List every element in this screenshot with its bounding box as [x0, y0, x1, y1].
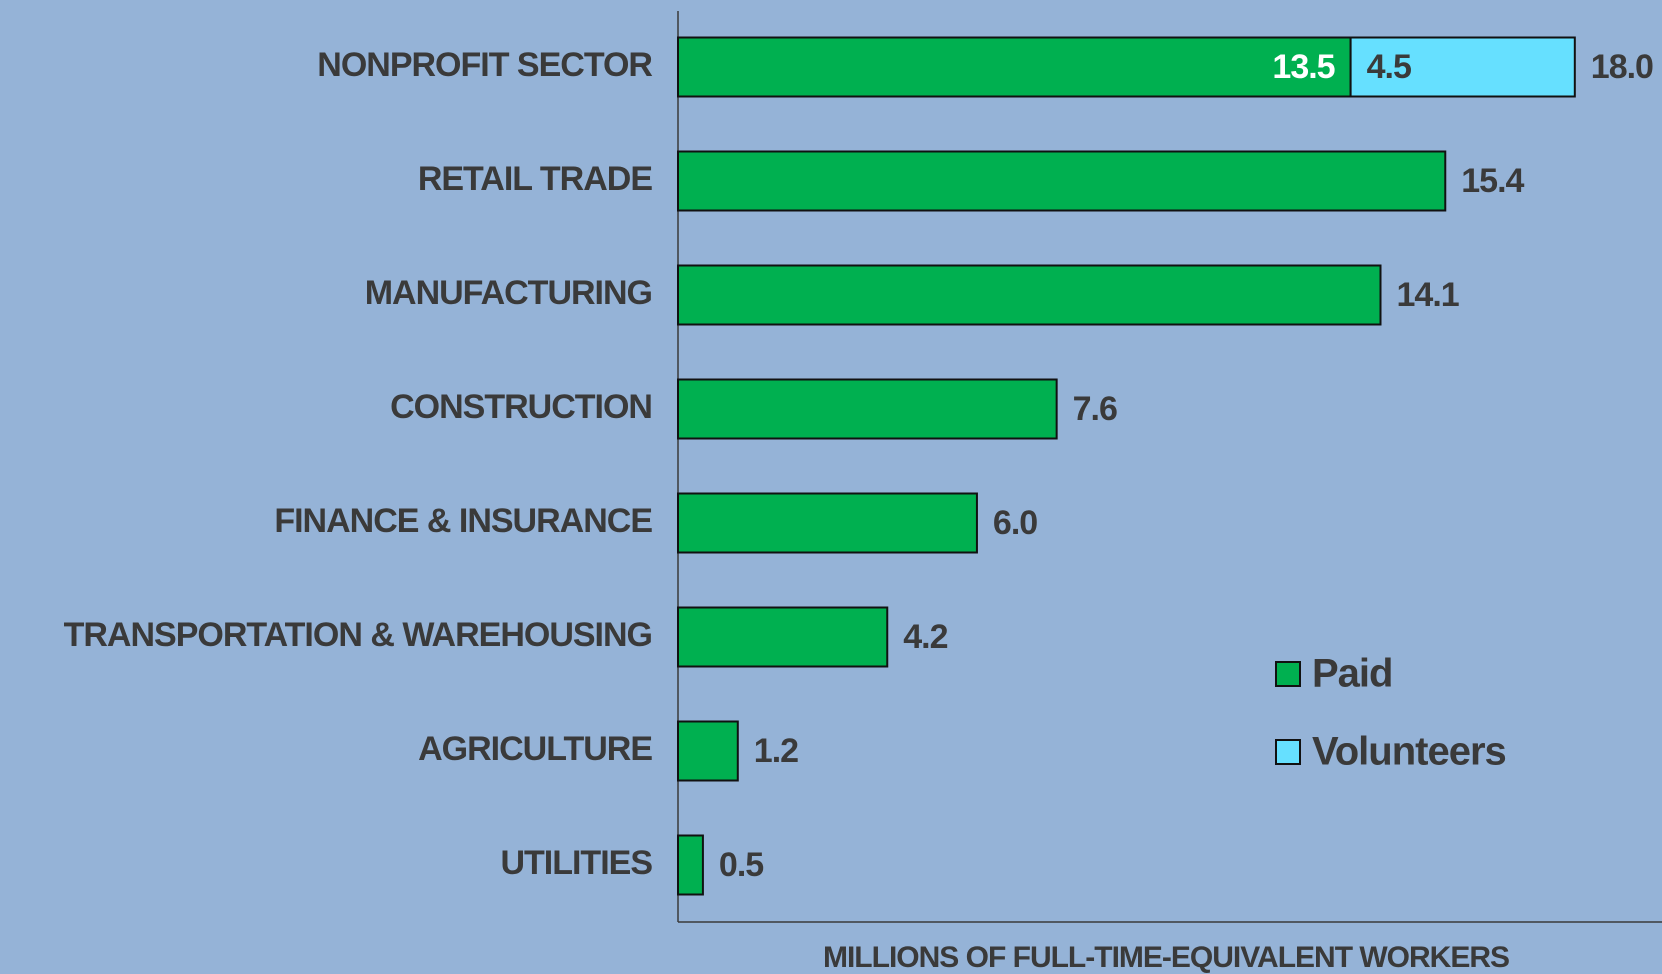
bar	[677, 606, 889, 668]
y-tick-label: MANUFACTURING	[365, 274, 652, 312]
bar	[1349, 36, 1576, 98]
y-tick-label: TRANSPORTATION & WAREHOUSING	[64, 616, 652, 654]
bar	[677, 834, 704, 896]
y-tick-label: FINANCE & INSURANCE	[274, 502, 652, 540]
y-tick-label: NONPROFIT SECTOR	[317, 46, 652, 84]
legend-swatch	[1275, 739, 1301, 765]
bar	[677, 264, 1382, 326]
x-axis-title: MILLIONS OF FULL-TIME-EQUIVALENT WORKERS	[823, 941, 1509, 974]
data-label: 13.5	[1272, 48, 1334, 86]
y-tick-label: UTILITIES	[500, 844, 652, 882]
total-label: 15.4	[1461, 162, 1524, 200]
y-tick-label: AGRICULTURE	[418, 730, 652, 768]
total-label: 4.2	[903, 618, 947, 656]
total-label: 6.0	[993, 504, 1037, 542]
total-label: 14.1	[1397, 276, 1459, 314]
legend-swatch	[1275, 661, 1301, 687]
data-label: 4.5	[1367, 48, 1411, 86]
y-tick-label: RETAIL TRADE	[418, 160, 653, 198]
total-label: 7.6	[1073, 390, 1117, 428]
bar	[677, 150, 1447, 212]
bar	[677, 492, 978, 554]
bar	[677, 378, 1058, 440]
legend-label: Volunteers	[1312, 730, 1506, 774]
total-label: 18.0	[1591, 48, 1653, 86]
legend-label: Paid	[1312, 652, 1392, 696]
total-label: 1.2	[754, 732, 798, 770]
y-tick-label: CONSTRUCTION	[390, 388, 652, 426]
bar	[677, 36, 1352, 98]
total-label: 0.5	[719, 846, 763, 884]
bar	[677, 720, 739, 782]
